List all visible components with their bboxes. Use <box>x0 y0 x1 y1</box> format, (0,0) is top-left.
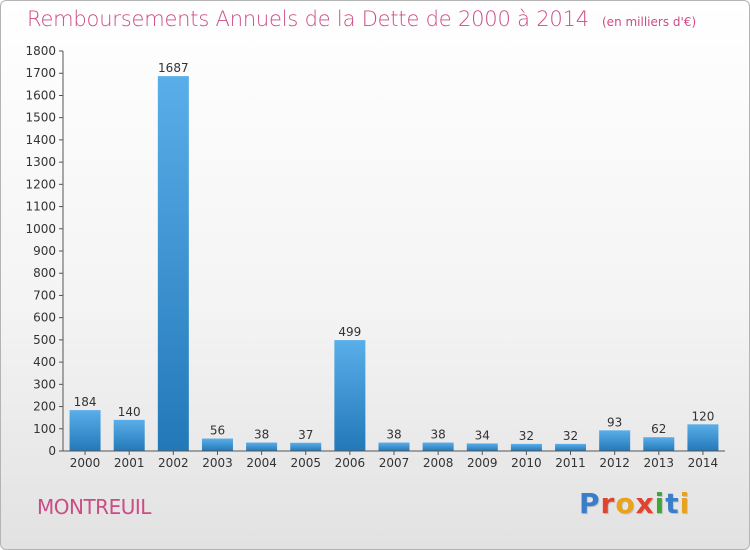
bar-value-label: 32 <box>563 429 578 443</box>
y-tick-label: 500 <box>33 333 56 347</box>
bar-value-label: 93 <box>607 415 622 429</box>
y-tick-label: 0 <box>48 444 56 458</box>
logo-letter: r <box>600 487 616 520</box>
bar-value-label: 32 <box>519 429 534 443</box>
logo-letter: t <box>665 487 680 520</box>
x-tick-label: 2013 <box>644 456 675 470</box>
bar <box>290 442 322 451</box>
x-tick-label: 2011 <box>555 456 586 470</box>
bar-value-label: 140 <box>118 405 141 419</box>
bar <box>113 419 145 451</box>
bar-value-label: 499 <box>338 325 361 339</box>
bar-value-label: 62 <box>651 422 666 436</box>
x-tick-label: 2009 <box>467 456 498 470</box>
logo-letter: i <box>679 487 691 520</box>
bar-value-label: 38 <box>386 428 401 442</box>
y-tick-label: 400 <box>33 355 56 369</box>
y-tick-label: 1500 <box>25 111 56 125</box>
bar-value-label: 120 <box>691 409 714 423</box>
y-tick-label: 1700 <box>25 66 56 80</box>
y-tick-label: 1100 <box>25 200 56 214</box>
x-tick-label: 2012 <box>599 456 630 470</box>
chart-subtitle: (en milliers d'€) <box>602 15 697 29</box>
bars: 184 140 1687 56 38 37 499 38 38 34 32 32 93 62 120 <box>69 61 719 451</box>
proxiti-logo[interactable]: Proxiti <box>579 487 690 520</box>
y-tick-label: 1800 <box>25 44 56 58</box>
x-tick-label: 2000 <box>70 456 101 470</box>
y-tick-label: 1400 <box>25 133 56 147</box>
logo-letter: i <box>654 487 666 520</box>
y-tick-label: 600 <box>33 311 56 325</box>
y-tick-label: 1200 <box>25 177 56 191</box>
bar <box>334 340 366 451</box>
commune-name: MONTREUIL <box>37 495 151 519</box>
chart-title-line: Remboursements Annuels de la Dette de 20… <box>27 7 696 31</box>
x-tick-label: 2002 <box>158 456 189 470</box>
logo-letter: x <box>635 487 655 520</box>
x-tick-label: 2010 <box>511 456 542 470</box>
y-tick-label: 1000 <box>25 222 56 236</box>
bar-value-label: 38 <box>254 428 269 442</box>
x-tick-label: 2005 <box>290 456 321 470</box>
y-tick-label: 100 <box>33 422 56 436</box>
x-tick-label: 2008 <box>423 456 454 470</box>
y-tick-label: 1600 <box>25 88 56 102</box>
chart-title: Remboursements Annuels de la Dette de 20… <box>27 7 589 31</box>
y-axis: 0 100 200 300 400 500 600 700 800 900 1000 1100 1200… <box>25 44 64 458</box>
bar <box>555 443 587 451</box>
bar <box>69 410 101 451</box>
bar-value-label: 56 <box>210 424 225 438</box>
bar <box>422 442 454 451</box>
logo-letter: o <box>615 487 636 520</box>
x-tick-label: 2003 <box>202 456 233 470</box>
x-tick-label: 2007 <box>379 456 410 470</box>
bar <box>643 437 675 451</box>
y-tick-label: 300 <box>33 377 56 391</box>
bar <box>599 430 631 451</box>
y-tick-label: 800 <box>33 266 56 280</box>
bar <box>466 443 498 451</box>
y-tick-label: 700 <box>33 288 56 302</box>
bar-value-label: 184 <box>74 395 97 409</box>
logo-letter: P <box>579 487 601 520</box>
bar <box>510 443 542 451</box>
x-tick-label: 2014 <box>688 456 719 470</box>
bar <box>246 442 278 451</box>
x-axis: 2000 2001 2002 2003 2004 2005 2006 2007 2008 2009… <box>63 450 725 470</box>
bar <box>157 76 189 451</box>
bar-value-label: 37 <box>298 428 313 442</box>
x-tick-label: 2006 <box>335 456 366 470</box>
x-tick-label: 2004 <box>246 456 277 470</box>
x-tick-label: 2001 <box>114 456 145 470</box>
bar <box>201 438 233 451</box>
bar <box>378 442 410 451</box>
bar-value-label: 1687 <box>158 61 189 75</box>
bar-value-label: 38 <box>430 428 445 442</box>
bar-value-label: 34 <box>475 428 490 442</box>
y-tick-label: 1300 <box>25 155 56 169</box>
y-tick-label: 200 <box>33 400 56 414</box>
bar <box>687 424 719 451</box>
y-tick-label: 900 <box>33 244 56 258</box>
